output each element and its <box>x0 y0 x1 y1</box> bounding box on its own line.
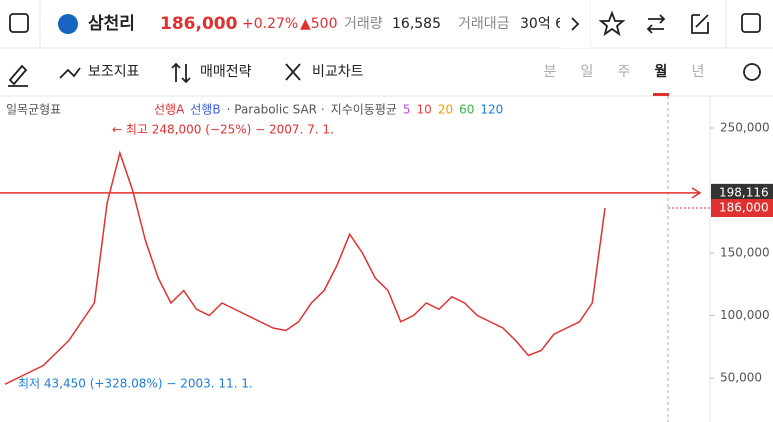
y-tick-label: 50,000 <box>720 371 762 385</box>
legend-item: 지수이동평균 <box>331 103 397 117</box>
indicator-label: 일목균형표 <box>6 103 61 117</box>
y-tick-label: 150,000 <box>720 246 770 260</box>
low-note: 최저 43,450 (+328.08%) − 2003. 11. 1. <box>18 377 253 391</box>
change-pct: +0.27% <box>242 16 298 32</box>
legend-item: 선행A <box>154 102 185 117</box>
swap-button[interactable] <box>646 14 666 34</box>
period-tab[interactable]: 년 <box>692 64 705 80</box>
compare-icon <box>285 63 301 81</box>
change-abs: ▲500 <box>300 16 338 32</box>
ma-legend: 120 <box>480 103 503 117</box>
price: 186,000 <box>160 14 238 34</box>
fade <box>560 0 590 48</box>
settings-button[interactable] <box>743 63 761 81</box>
volume-label: 거래량 <box>344 16 383 32</box>
strategy-button[interactable]: 매매전략 <box>200 64 252 80</box>
sidebar-button[interactable] <box>9 13 29 33</box>
high-note: ← 최고 248,000 (−25%) − 2007. 7. 1. <box>112 123 334 137</box>
reference-badge <box>711 183 773 202</box>
edit-button[interactable] <box>691 14 709 34</box>
reference-arrow <box>691 187 702 199</box>
favorite-button[interactable] <box>598 10 626 37</box>
ma-legend: 10 <box>417 103 432 117</box>
legend-item: 선행B <box>190 102 220 117</box>
panel-button[interactable] <box>741 13 761 33</box>
strategy-icon <box>171 62 191 84</box>
current-price-badge <box>711 199 773 217</box>
volume: 16,585 <box>392 16 441 32</box>
active-underline <box>653 93 669 96</box>
amount-label: 거래대금 <box>458 16 510 32</box>
period-tab[interactable]: 분 <box>544 64 557 80</box>
reference-label: 198,116 <box>719 185 769 199</box>
indicators-button[interactable]: 보조지표 <box>88 64 140 80</box>
period-tab[interactable]: 월 <box>655 63 668 80</box>
ma-legend: 60 <box>459 103 474 117</box>
compare-button[interactable]: 비교차트 <box>312 64 364 80</box>
period-tab[interactable]: 주 <box>618 64 631 80</box>
more-button[interactable] <box>571 17 580 31</box>
ma-legend: 20 <box>438 103 453 117</box>
ma-legend: 5 <box>403 103 411 117</box>
indicator-icon <box>59 67 81 79</box>
draw-button[interactable] <box>8 64 28 87</box>
legend-item: · Parabolic SAR · <box>227 103 325 117</box>
y-tick-label: 100,000 <box>720 308 770 322</box>
price-line <box>4 150 606 385</box>
stock-name: 삼천리 <box>88 14 135 34</box>
current-price-label: 186,000 <box>719 201 769 215</box>
stock-logo <box>58 14 78 34</box>
amount: 30억 6 <box>520 16 564 32</box>
period-tab[interactable]: 일 <box>581 64 594 80</box>
y-tick-label: 250,000 <box>720 121 770 135</box>
